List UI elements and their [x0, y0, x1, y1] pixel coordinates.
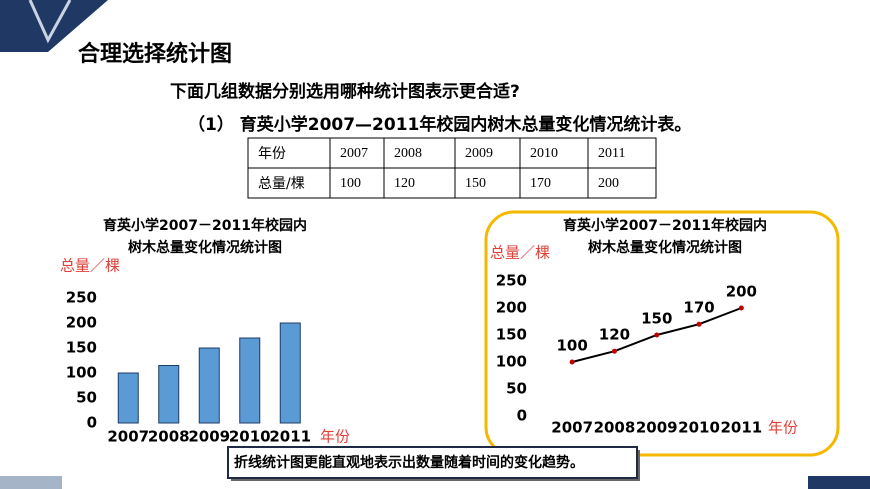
data-label: 170: [683, 299, 714, 317]
highlight-frame: [484, 210, 840, 457]
y-tick-label: 250: [66, 289, 97, 307]
data-label: 120: [599, 326, 630, 344]
table-cell: 120: [394, 176, 415, 191]
data-label: 200: [726, 283, 757, 301]
x-tick-label: 2007: [551, 419, 593, 437]
table-cell: 200: [598, 176, 619, 191]
note-box: [227, 446, 638, 479]
note: 折线统计图更能直观地表示出数量随着时间的变化趋势。: [234, 454, 584, 471]
chart-subtitle: 树木总量变化情况统计图: [128, 239, 282, 256]
bar: [158, 365, 180, 424]
marker: [738, 305, 744, 311]
y-tick-label: 100: [66, 364, 97, 382]
x-axis-label: 年份: [768, 419, 798, 437]
table-cell: 2008: [394, 146, 422, 161]
marker: [611, 348, 617, 354]
footer-bar: [0, 476, 62, 489]
y-axis-label: 总量／棵: [490, 244, 550, 262]
corner-stripe: [28, 0, 72, 44]
y-axis-label: 总量／棵: [60, 257, 120, 275]
y-tick-label: 0: [87, 414, 97, 432]
y-tick-label: 50: [506, 380, 527, 398]
bar: [117, 372, 139, 424]
table-cell: 2010: [530, 146, 558, 161]
table-cell: 170: [530, 176, 551, 191]
x-tick-label: 2009: [188, 428, 230, 446]
marker: [569, 359, 575, 365]
bar: [279, 322, 301, 424]
y-tick-label: 0: [517, 407, 527, 425]
y-tick-label: 150: [496, 326, 527, 344]
x-tick-label: 2008: [594, 419, 636, 437]
chart-subtitle: 树木总量变化情况统计图: [588, 239, 742, 256]
marker: [696, 321, 702, 327]
table-cell: 150: [465, 176, 486, 191]
bar: [198, 347, 220, 424]
x-tick-label: 2010: [678, 419, 720, 437]
y-tick-label: 150: [66, 339, 97, 357]
question: 下面几组数据分别选用哪种统计图表示更合适?: [170, 81, 520, 102]
x-tick-label: 2011: [269, 428, 311, 446]
x-tick-label: 2011: [720, 419, 762, 437]
data-label: 150: [641, 310, 672, 328]
x-tick-label: 2007: [107, 428, 149, 446]
y-tick-label: 50: [76, 389, 97, 407]
y-tick-label: 100: [496, 353, 527, 371]
item: （1） 育英小学2007—2011年校园内树木总量变化情况统计表。: [188, 114, 691, 135]
x-axis-label: 年份: [320, 428, 350, 446]
y-tick-label: 200: [496, 299, 527, 317]
y-tick-label: 250: [496, 272, 527, 290]
row-header: 年份: [258, 146, 286, 162]
bar: [239, 337, 261, 424]
table-cell: 100: [340, 176, 361, 191]
x-tick-label: 2010: [229, 428, 271, 446]
table-cell: 2007: [340, 146, 368, 161]
x-tick-label: 2008: [148, 428, 190, 446]
table-cell: 2009: [465, 146, 493, 161]
x-tick-label: 2009: [636, 419, 678, 437]
table-cell: 2011: [598, 146, 625, 161]
slide-title: 合理选择统计图: [78, 41, 232, 67]
chart-title: 育英小学2007－2011年校园内: [103, 217, 307, 234]
y-tick-label: 200: [66, 314, 97, 332]
data-label: 100: [556, 337, 587, 355]
footer-bar: [808, 476, 870, 489]
chart-title: 育英小学2007－2011年校园内: [563, 217, 767, 234]
row-header: 总量/棵: [258, 176, 305, 192]
marker: [654, 332, 660, 338]
